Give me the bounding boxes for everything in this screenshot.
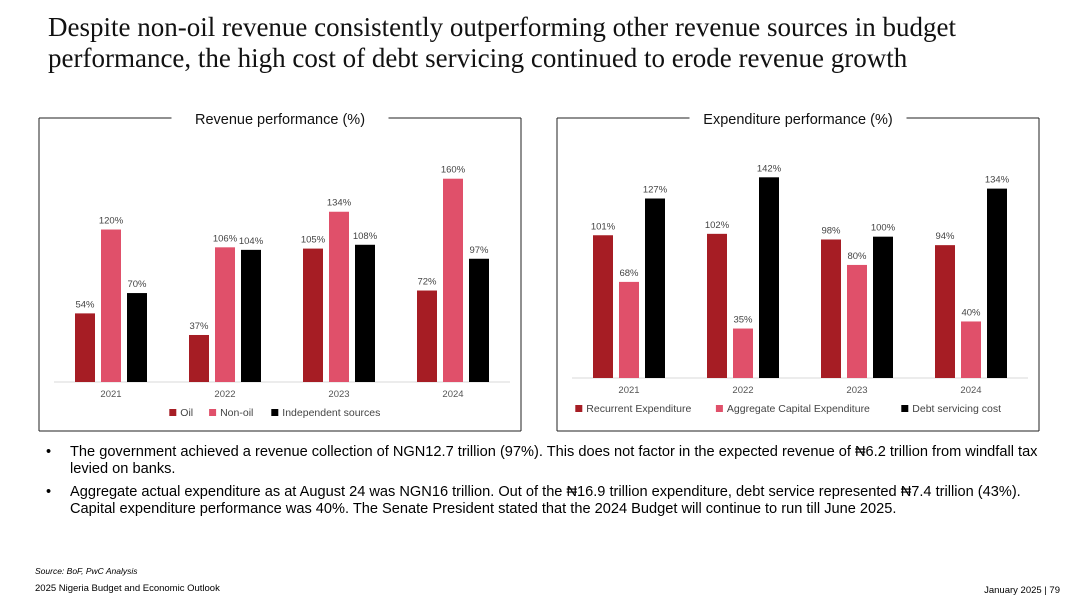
- expenditure-tick-label-2023: 2023: [846, 385, 867, 396]
- expenditure-tick-label-2022: 2022: [732, 385, 753, 396]
- expenditure-data-label-recurrent-expenditure-2022: 102%: [705, 220, 730, 231]
- revenue-data-label-independent-sources-2022: 104%: [239, 236, 264, 247]
- expenditure-tick-label-2021: 2021: [618, 385, 639, 396]
- expenditure-bar-recurrent-expenditure-2023: [821, 239, 841, 378]
- key-points-list: The government achieved a revenue collec…: [46, 444, 1046, 524]
- revenue-bar-independent-sources-2023: [355, 244, 375, 382]
- expenditure-legend-label-recurrent-expenditure: Recurrent Expenditure: [586, 403, 691, 415]
- page-title: Despite non-oil revenue consistently out…: [48, 12, 956, 73]
- revenue-chart-svg: Revenue performance (%) 54% 120% 70% 2021 37%…: [38, 112, 522, 432]
- expenditure-tick-label-2024: 2024: [960, 385, 981, 396]
- expenditure-legend-swatch-aggregate-capital-expenditure: [715, 405, 723, 412]
- revenue-chart: Revenue performance (%) 54% 120% 70% 2021 37%…: [38, 106, 522, 432]
- expenditure-data-label-aggregate-capital-expenditure-2022: 35%: [733, 315, 753, 326]
- expenditure-legend-label-aggregate-capital-expenditure: Aggregate Capital Expenditure: [727, 403, 870, 415]
- revenue-bar-non-oil-2022: [215, 247, 235, 382]
- expenditure-chart-title: Expenditure performance (%): [703, 112, 892, 128]
- expenditure-bar-recurrent-expenditure-2024: [935, 245, 955, 378]
- expenditure-data-label-aggregate-capital-expenditure-2023: 80%: [847, 251, 867, 262]
- expenditure-bar-debt-servicing-cost-2023: [873, 236, 893, 378]
- revenue-tick-label-2024: 2024: [442, 389, 463, 400]
- expenditure-bar-recurrent-expenditure-2021: [593, 235, 613, 378]
- revenue-chart-title: Revenue performance (%): [195, 112, 365, 128]
- revenue-tick-label-2021: 2021: [100, 389, 121, 400]
- expenditure-data-label-debt-servicing-cost-2023: 100%: [871, 223, 896, 234]
- expenditure-bar-debt-servicing-cost-2022: [759, 177, 779, 378]
- expenditure-bar-recurrent-expenditure-2022: [707, 233, 727, 378]
- revenue-bar-independent-sources-2022: [241, 249, 261, 382]
- expenditure-chart-svg: Expenditure performance (%) 101% 68% 127% 20…: [556, 112, 1040, 432]
- revenue-bar-oil-2023: [303, 248, 323, 382]
- revenue-data-label-non-oil-2024: 160%: [441, 165, 466, 176]
- bullet-revenue-collection: The government achieved a revenue collec…: [46, 444, 1046, 478]
- revenue-legend-swatch-independent-sources: [271, 409, 279, 416]
- revenue-data-label-oil-2023: 105%: [301, 235, 326, 246]
- document-title-footer: 2025 Nigeria Budget and Economic Outlook: [35, 583, 220, 594]
- expenditure-chart: Expenditure performance (%) 101% 68% 127% 20…: [556, 106, 1040, 432]
- revenue-bar-non-oil-2023: [329, 211, 349, 382]
- revenue-data-label-oil-2021: 54%: [75, 299, 95, 310]
- expenditure-bar-debt-servicing-cost-2024: [987, 188, 1007, 378]
- revenue-data-label-oil-2024: 72%: [417, 277, 437, 288]
- revenue-legend-label-non-oil: Non-oil: [220, 407, 253, 419]
- expenditure-data-label-aggregate-capital-expenditure-2021: 68%: [619, 268, 639, 279]
- expenditure-bar-debt-servicing-cost-2021: [645, 198, 665, 378]
- expenditure-data-label-recurrent-expenditure-2023: 98%: [821, 225, 841, 236]
- revenue-bar-independent-sources-2021: [127, 293, 147, 382]
- revenue-bar-oil-2021: [75, 313, 95, 382]
- expenditure-bar-aggregate-capital-expenditure-2022: [733, 328, 753, 378]
- revenue-legend-swatch-oil: [169, 409, 177, 416]
- revenue-bar-non-oil-2021: [101, 229, 121, 382]
- revenue-legend-label-independent-sources: Independent sources: [282, 407, 380, 419]
- revenue-data-label-independent-sources-2024: 97%: [469, 245, 489, 256]
- revenue-data-label-non-oil-2022: 106%: [213, 233, 238, 244]
- revenue-data-label-non-oil-2021: 120%: [99, 216, 124, 227]
- revenue-bar-non-oil-2024: [443, 178, 463, 382]
- source-note: Source: BoF, PwC Analysis: [35, 566, 138, 576]
- bullet-expenditure: Aggregate actual expenditure as at Augus…: [46, 484, 1046, 518]
- expenditure-legend-swatch-recurrent-expenditure: [575, 405, 583, 412]
- revenue-bar-oil-2022: [189, 334, 209, 382]
- expenditure-data-label-debt-servicing-cost-2021: 127%: [643, 185, 668, 196]
- revenue-legend-label-oil: Oil: [180, 407, 193, 419]
- expenditure-legend-swatch-debt-servicing-cost: [901, 405, 909, 412]
- expenditure-data-label-debt-servicing-cost-2022: 142%: [757, 163, 782, 174]
- expenditure-data-label-recurrent-expenditure-2024: 94%: [935, 231, 955, 242]
- expenditure-bar-aggregate-capital-expenditure-2024: [961, 321, 981, 378]
- revenue-data-label-non-oil-2023: 134%: [327, 198, 352, 209]
- page-number: January 2025 | 79: [984, 585, 1060, 596]
- revenue-legend-swatch-non-oil: [209, 409, 217, 416]
- expenditure-data-label-debt-servicing-cost-2024: 134%: [985, 175, 1010, 186]
- expenditure-data-label-aggregate-capital-expenditure-2024: 40%: [961, 307, 981, 318]
- expenditure-legend-label-debt-servicing-cost: Debt servicing cost: [912, 403, 1001, 415]
- revenue-bar-independent-sources-2024: [469, 258, 489, 382]
- revenue-tick-label-2022: 2022: [214, 389, 235, 400]
- expenditure-bar-aggregate-capital-expenditure-2021: [619, 281, 639, 378]
- revenue-data-label-independent-sources-2023: 108%: [353, 231, 378, 242]
- expenditure-data-label-recurrent-expenditure-2021: 101%: [591, 221, 616, 232]
- revenue-data-label-oil-2022: 37%: [189, 321, 209, 332]
- revenue-tick-label-2023: 2023: [328, 389, 349, 400]
- revenue-bar-oil-2024: [417, 290, 437, 382]
- revenue-data-label-independent-sources-2021: 70%: [127, 279, 147, 290]
- expenditure-bar-aggregate-capital-expenditure-2023: [847, 264, 867, 378]
